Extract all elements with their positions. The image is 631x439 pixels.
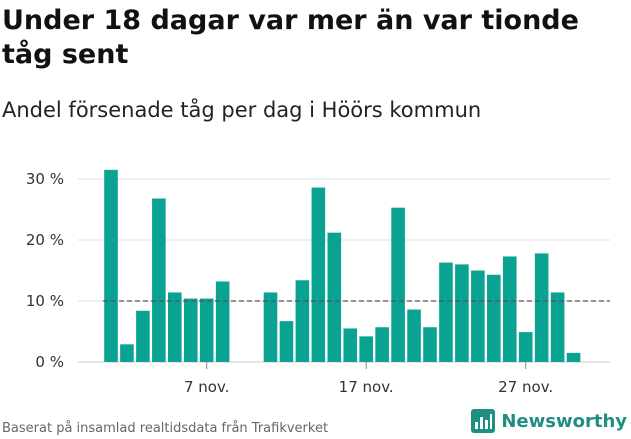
y-axis-labels: 0 % 10 % 20 % 30 % [26,170,64,371]
bar-day-3 [136,310,150,362]
bar-day-17 [359,336,373,362]
chart-subtitle: Andel försenade tåg per dag i Höörs komm… [2,98,482,122]
x-axis-labels: 7 nov. 17 nov. 27 nov. [184,362,553,396]
bar-day-22 [439,262,453,362]
bars [104,169,581,362]
bar-day-28 [534,253,549,362]
brand-name: Newsworthy [501,410,627,432]
bar-day-21 [423,327,437,362]
bar-day-13 [295,280,310,362]
bar-day-11 [263,292,278,362]
bar-day-7 [199,298,214,362]
y-tick-label: 30 % [26,170,64,188]
bar-day-29 [550,292,565,362]
source-note: Baserat på insamlad realtidsdata från Tr… [2,421,329,436]
chart-title: Under 18 dagar var mer än var tionde tåg… [2,5,579,70]
bar-day-20 [407,309,421,362]
bar-chart: 0 % 10 % 20 % 30 % 7 nov. 17 nov. 27 nov. [26,169,610,396]
bar-day-30 [566,352,581,362]
bar-day-24 [471,270,485,362]
bar-day-1 [104,169,118,362]
newsworthy-logo-icon [471,409,496,433]
x-tick-label: 27 nov. [498,378,553,396]
bar-day-18 [375,327,389,362]
bar-day-16 [343,328,358,362]
bar-day-15 [327,232,342,362]
bar-day-19 [391,207,405,362]
x-tick-label: 7 nov. [184,378,229,396]
bar-day-2 [120,344,134,362]
bar-day-14 [311,187,326,362]
bar-day-6 [183,298,198,362]
bar-day-8 [215,281,230,362]
y-tick-label: 0 % [35,353,64,371]
x-tick-label: 17 nov. [339,378,394,396]
bar-day-5 [168,292,182,362]
bar-day-27 [518,332,533,362]
bar-day-4 [152,198,166,362]
bar-day-23 [455,264,469,362]
bar-day-12 [279,321,294,362]
bar-day-25 [487,274,501,362]
bar-day-26 [502,256,517,362]
y-tick-label: 10 % [26,292,64,310]
brand-logo[interactable]: Newsworthy [471,409,627,433]
y-tick-label: 20 % [26,231,64,249]
